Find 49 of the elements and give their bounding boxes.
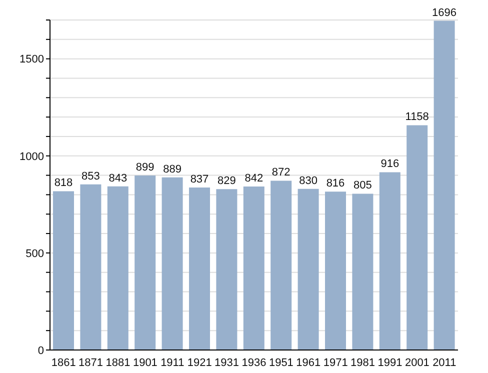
bar	[162, 177, 183, 350]
x-tick-label: 1861	[51, 356, 76, 369]
x-tick-label: 1921	[187, 356, 212, 369]
data-label: 818	[54, 177, 73, 190]
bar	[243, 186, 264, 350]
x-tick-label: 1981	[350, 356, 376, 369]
data-label: 842	[244, 172, 264, 185]
x-tick-label: 2001	[404, 356, 430, 369]
x-tick-label: 1881	[106, 356, 130, 369]
bar	[270, 180, 292, 350]
data-label: 1158	[405, 111, 429, 124]
y-tick-label: 0	[38, 344, 44, 357]
data-label: 816	[326, 178, 345, 190]
bar	[216, 189, 238, 350]
bar	[325, 192, 346, 350]
data-label: 829	[218, 175, 236, 188]
data-label: 837	[190, 174, 209, 186]
bar	[107, 186, 128, 350]
x-tick-label: 1911	[160, 356, 184, 369]
bar	[434, 20, 455, 350]
bar	[352, 194, 374, 350]
data-label: 853	[82, 170, 100, 182]
bar	[134, 175, 156, 350]
data-label: 889	[163, 163, 182, 176]
x-tick-label: 1991	[378, 356, 402, 369]
data-label: 1696	[432, 6, 457, 19]
bar	[406, 125, 428, 350]
data-label: 830	[299, 174, 318, 187]
bar	[53, 191, 74, 350]
y-tick-label: 1500	[20, 54, 44, 66]
x-tick-label: 1971	[323, 356, 348, 369]
y-tick-label: 1000	[20, 150, 44, 163]
x-tick-label: 2011	[432, 356, 456, 369]
y-tick-label: 500	[26, 248, 44, 260]
bar	[189, 188, 210, 350]
x-tick-label: 1931	[214, 356, 240, 369]
bar	[298, 188, 319, 350]
data-label: 843	[108, 172, 128, 184]
data-label: 805	[354, 180, 372, 192]
x-tick-label: 1961	[296, 356, 321, 369]
data-label: 872	[272, 166, 290, 179]
x-tick-label: 1936	[242, 356, 266, 369]
data-label: 916	[380, 158, 400, 170]
data-label: 899	[136, 161, 154, 174]
bar	[80, 184, 102, 350]
bar	[379, 172, 400, 350]
x-tick-label: 1871	[78, 356, 104, 369]
x-tick-label: 1951	[268, 356, 294, 369]
x-tick-label: 1901	[132, 356, 158, 369]
